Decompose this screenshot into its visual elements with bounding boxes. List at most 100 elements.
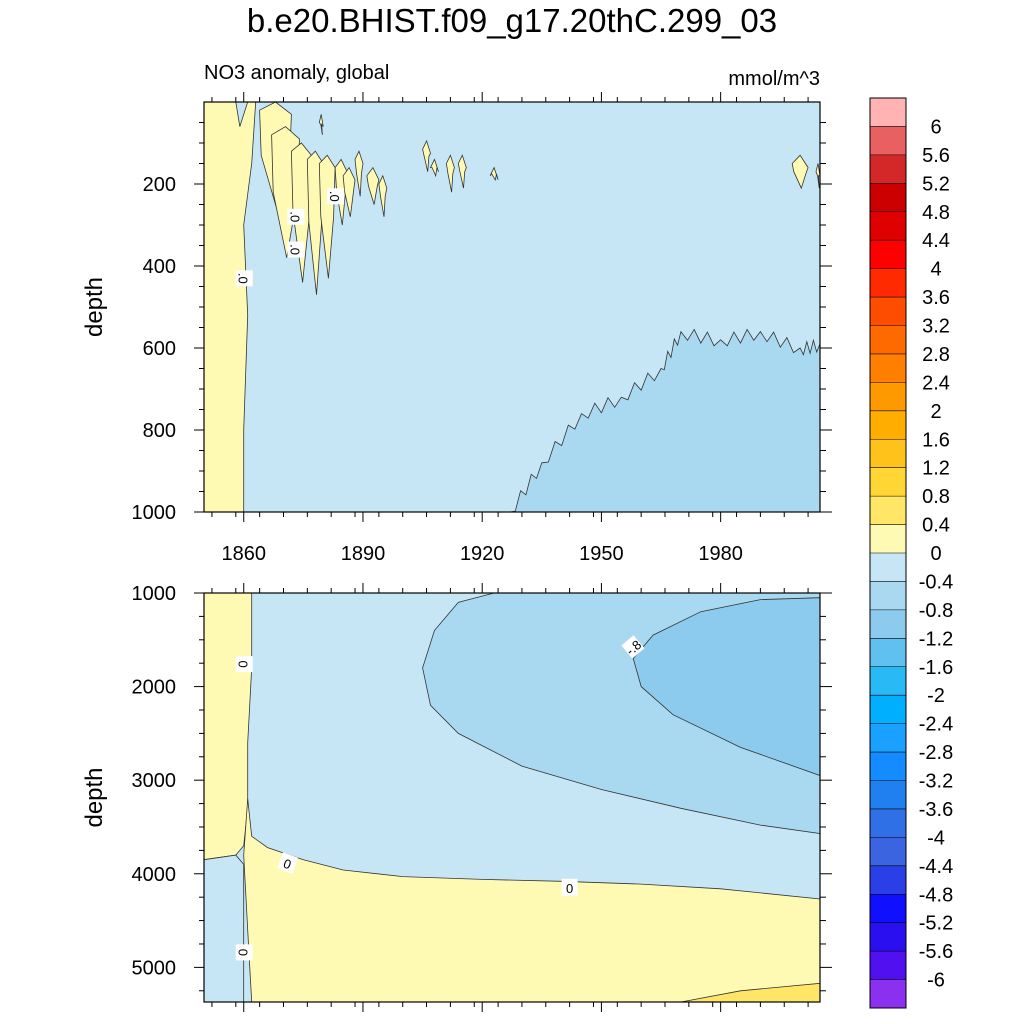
region-pos-streak (318, 114, 324, 135)
colorbar-swatch (870, 837, 906, 867)
colorbar-swatch (870, 524, 906, 554)
x-tick-label: 1980 (698, 543, 743, 565)
region-pos-streak (318, 154, 336, 279)
contour-label: 0 (561, 878, 578, 896)
region-pos-streak (354, 150, 364, 197)
colorbar-label: -5.2 (919, 913, 953, 935)
colorbar-swatch (870, 609, 906, 639)
colorbar-label: -3.6 (919, 799, 953, 821)
y-tick-label: 4000 (132, 864, 177, 886)
colorbar-label: 5.2 (922, 173, 950, 195)
colorbar-label: -0.4 (919, 571, 953, 593)
colorbar-label: -2.8 (919, 742, 953, 764)
contour-label: .0 (287, 208, 305, 225)
colorbar-swatch (870, 666, 906, 696)
colorbar-swatch (870, 638, 906, 668)
colorbar-swatch (870, 695, 906, 725)
y-tick-label: 800 (143, 420, 176, 442)
contour-label-text: .0 (327, 191, 342, 202)
region-pos-streak (422, 139, 431, 172)
colorbar-swatch (870, 808, 906, 838)
region-pos-streak (457, 154, 467, 189)
upper-contour-panel: 1860 1890 1920 1950 1980 200 400 600 800 1000 dept… (81, 92, 832, 565)
colorbar-label: 2 (930, 401, 941, 423)
contour-label-bg (561, 878, 578, 896)
colorbar-label: -1.6 (919, 657, 953, 679)
colorbar-swatch (870, 780, 906, 810)
contour-label-bg (327, 188, 345, 205)
colorbar-swatch (870, 353, 906, 383)
colorbar-swatch (870, 410, 906, 440)
colorbar-label: 2.8 (922, 344, 950, 366)
page-title: b.e20.BHIST.f09_g17.20thC.299_03 (246, 2, 778, 39)
y-tick-label: 1000 (132, 502, 177, 524)
colorbar-label: -2 (927, 685, 945, 707)
colorbar-label: 0.8 (922, 486, 950, 508)
colorbar-swatch (870, 382, 906, 412)
contour-label-bg (235, 656, 253, 673)
region-pos-streak (791, 154, 809, 190)
colorbar-label: 3.6 (922, 287, 950, 309)
colorbar-label: 4.8 (922, 202, 950, 224)
x-tick-label: 1920 (460, 543, 505, 565)
colorbar-label: 3.2 (922, 316, 950, 338)
contour-label-text: 0 (236, 661, 251, 668)
colorbar-swatch (870, 467, 906, 497)
colorbar-label: -4.8 (919, 884, 953, 906)
region-pos-streak (366, 166, 380, 205)
region-pos-band (203, 592, 253, 861)
colorbar-swatch (870, 126, 906, 156)
colorbar-swatch (870, 98, 906, 127)
colorbar-swatch (870, 240, 906, 270)
contour-label-text: 0 (566, 881, 573, 896)
y-tick-label: 2000 (132, 677, 177, 699)
contour-label-text: -.8 (623, 637, 644, 658)
contour-label-text: .0 (236, 273, 251, 284)
colorbar-label: -1.2 (919, 628, 953, 650)
contour-label: 0 (277, 852, 299, 874)
colorbar-label: -4.4 (919, 856, 953, 878)
region-pos-streak (378, 174, 388, 217)
contour-label: 0 (235, 656, 253, 673)
colorbar-swatch (870, 951, 906, 981)
region-pos-streak (342, 166, 356, 217)
units-label: mmol/m^3 (728, 68, 820, 90)
contour-label-bg (235, 944, 253, 961)
y-tick-label: 1000 (132, 583, 177, 605)
colorbar-swatch (870, 325, 906, 355)
colorbar-label: 6 (930, 116, 941, 138)
contour-label-bg (235, 270, 253, 287)
colorbar-label: 2.4 (922, 372, 950, 394)
contour-label: .0 (327, 188, 345, 205)
colorbar-swatch (870, 979, 906, 1009)
colorbar-swatch (870, 211, 906, 241)
x-tick-label: 1860 (221, 543, 266, 565)
colorbar-label: 0.4 (922, 515, 950, 537)
x-tick-label: 1890 (341, 543, 386, 565)
colorbar-label: -3.2 (919, 771, 953, 793)
contour-label-text: .0 (287, 244, 302, 255)
colorbar-label: -6 (927, 970, 945, 992)
colorbar-swatch (870, 268, 906, 298)
colorbar-swatch (870, 581, 906, 611)
contour-label: -.8 (621, 635, 645, 659)
colorbar-swatch (870, 865, 906, 895)
colorbar-label: 1.6 (922, 429, 950, 451)
contour-label-bg (287, 208, 305, 225)
colorbar-label: -4 (927, 827, 945, 849)
contour-label-bg (621, 635, 645, 659)
colorbar-swatch (870, 723, 906, 753)
lower-panel-frame (203, 592, 821, 1003)
contour-label: 0 (235, 944, 253, 961)
contour-label-text: 0 (236, 949, 251, 956)
region-neg-sliver (203, 854, 245, 1003)
colorbar-swatch (870, 439, 906, 469)
region-pos-streak (489, 166, 499, 182)
colorbar-label: 0 (930, 543, 941, 565)
contour-label-bg (277, 852, 299, 874)
colorbar-label: 1.2 (922, 458, 950, 480)
contour-label-bg (287, 241, 305, 258)
y-axis-label: depth (81, 277, 108, 337)
contour-label: .0 (287, 241, 305, 258)
